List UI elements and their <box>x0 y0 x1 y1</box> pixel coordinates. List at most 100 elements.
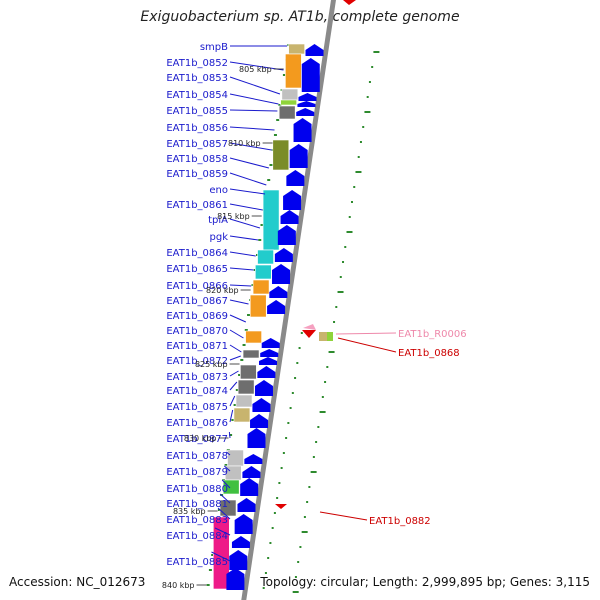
gene-arrow <box>237 498 256 512</box>
tick-mark <box>348 216 351 218</box>
tick-mark <box>247 314 251 316</box>
cog-block <box>240 364 257 380</box>
topology-text: Topology: circular; Length: 2,999,895 bp… <box>260 575 590 589</box>
gene-arrow <box>257 366 276 378</box>
gene-label: EAT1b_0855 <box>166 106 228 117</box>
right-gene-label: EAT1b_0868 <box>398 348 460 359</box>
scale-labels: 805 kbp 810 kbp 815 kbp 820 kbp 825 kbp 830 k… <box>162 65 284 590</box>
gene-label: EAT1b_0856 <box>166 123 228 134</box>
leader-line <box>229 203 263 211</box>
tick-mark <box>280 467 283 469</box>
leader-line <box>229 172 267 186</box>
tick-mark <box>211 554 215 556</box>
leader-line <box>229 93 279 105</box>
gene-label: EAT1b_0857 <box>166 139 228 150</box>
gene-label: eno <box>209 185 228 196</box>
genome-title: Exiguobacterium sp. AT1b, complete genom… <box>140 9 460 25</box>
tick-mark <box>289 407 292 409</box>
tick-mark <box>337 291 344 293</box>
gene-arrow <box>298 93 317 101</box>
leader-line <box>217 507 231 520</box>
tick-mark <box>291 392 294 394</box>
tick-mark <box>269 542 272 544</box>
gene-label: EAT1b_0880 <box>166 484 228 495</box>
tick-mark <box>303 516 306 518</box>
pink-gene-marker <box>303 324 316 330</box>
tick-mark <box>324 381 327 383</box>
tick-mark <box>317 426 320 428</box>
tick-mark <box>229 434 233 436</box>
gene-arrow <box>259 357 278 365</box>
tick-mark <box>269 164 273 166</box>
tick-mark <box>315 441 318 443</box>
tick-mark <box>244 329 248 331</box>
tick-mark <box>267 179 271 181</box>
tick-mark <box>233 404 237 406</box>
tick-mark <box>235 389 239 391</box>
gene-arrows <box>226 44 324 590</box>
scale-label: 810 kbp <box>228 139 261 148</box>
cog-block <box>227 449 244 467</box>
gene-label: smpB <box>200 42 228 53</box>
tick-mark <box>359 141 362 143</box>
cog-block <box>285 53 302 89</box>
tick-mark <box>267 557 270 559</box>
gene-label: EAT1b_0853 <box>166 73 228 84</box>
gene-label: EAT1b_0871 <box>166 341 228 352</box>
gene-label: EAT1b_0864 <box>166 248 228 259</box>
tick-mark <box>368 81 371 83</box>
tick-mark <box>346 231 353 233</box>
cog-block <box>262 189 280 251</box>
gene-arrow <box>277 225 296 245</box>
tick-mark <box>362 126 365 128</box>
cog-block <box>252 279 270 295</box>
tick-mark <box>292 591 299 593</box>
backbone-line <box>241 0 336 600</box>
tick-mark <box>326 366 329 368</box>
gene-label: EAT1b_0878 <box>166 451 228 462</box>
cog-block <box>257 249 274 265</box>
red-gene-marker <box>275 504 287 509</box>
gene-label: tpiA <box>208 215 228 226</box>
leader-line <box>229 381 238 391</box>
gene-arrow <box>247 428 266 448</box>
tick-mark <box>357 156 360 158</box>
gene-label: EAT1b_0876 <box>166 418 228 429</box>
gene-arrow <box>242 466 261 478</box>
gene-arrow <box>286 170 305 186</box>
tick-mark <box>208 569 212 571</box>
gene-arrow <box>226 568 245 590</box>
gene-arrow <box>267 300 286 314</box>
tick-mark <box>308 486 311 488</box>
leader-line <box>229 235 259 241</box>
tick-mark <box>373 51 380 53</box>
tick-mark <box>294 576 297 578</box>
gene-label: EAT1b_0884 <box>166 531 228 542</box>
tick-mark <box>258 239 262 241</box>
gene-arrow <box>301 58 320 92</box>
cog-block <box>319 332 328 341</box>
gene-arrow <box>261 338 280 348</box>
cog-block <box>281 88 299 101</box>
cog-block <box>233 407 251 423</box>
right-gene-label: EAT1b_0882 <box>369 516 431 527</box>
leader-line <box>226 451 231 456</box>
tick-mark <box>319 411 326 413</box>
tick-mark <box>328 351 335 353</box>
cog-block <box>280 99 297 106</box>
gene-label: EAT1b_0873 <box>166 372 228 383</box>
scale-label: 840 kbp <box>162 581 195 590</box>
cog-block <box>288 43 305 55</box>
tick-mark <box>294 377 297 379</box>
cog-block <box>237 379 255 395</box>
tick-mark <box>282 74 286 76</box>
leader-line <box>229 329 244 339</box>
leader-line <box>229 126 275 131</box>
gene-label: EAT1b_0852 <box>166 58 228 69</box>
leader-line <box>229 284 252 287</box>
gene-arrow <box>252 398 271 412</box>
tick-mark <box>264 572 267 574</box>
tick-mark <box>299 546 302 548</box>
scale-label: 830 kbp <box>184 434 217 443</box>
